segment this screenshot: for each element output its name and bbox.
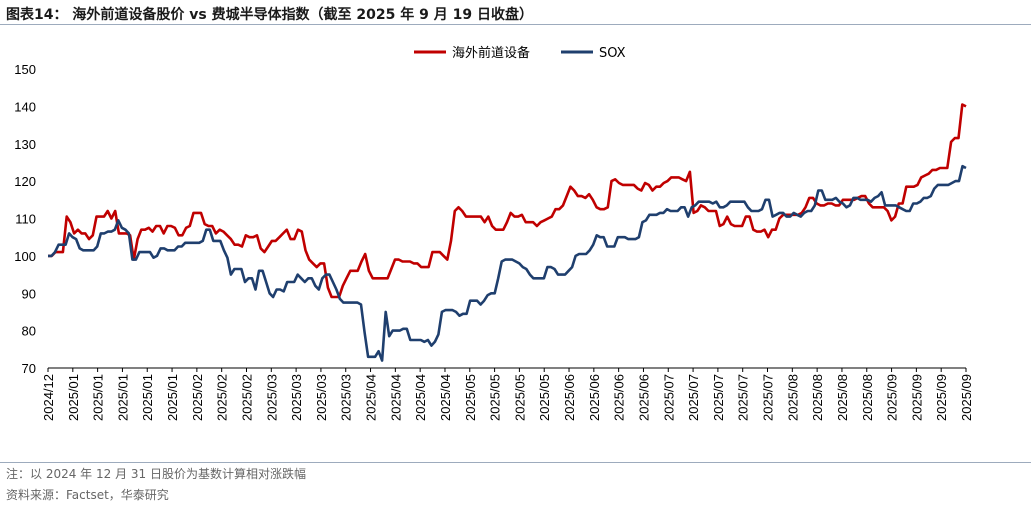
legend-label: 海外前道设备 xyxy=(452,45,530,61)
y-tick-label: 90 xyxy=(22,286,36,301)
x-tick-label: 2025/08 xyxy=(835,374,850,421)
legend-item-sox: SOX xyxy=(561,46,626,61)
x-tick-label: 2025/02 xyxy=(215,374,230,421)
x-axis-ticks: 2024/12 2025/01 2025/01 2025/01 2025/01 2025/… xyxy=(41,368,974,421)
x-tick-label: 2025/07 xyxy=(711,374,726,421)
x-tick-label: 2025/08 xyxy=(860,374,875,421)
x-tick-label: 2025/01 xyxy=(115,374,130,421)
chart-note: 注：以 2024 年 12 月 31 日股价为基数计算相对涨跌幅 xyxy=(6,467,306,481)
x-tick-label: 2025/03 xyxy=(314,374,329,421)
x-tick-label: 2025/09 xyxy=(934,374,949,421)
y-tick-label: 120 xyxy=(14,174,36,189)
x-tick-label: 2025/06 xyxy=(636,374,651,421)
x-tick-label: 2025/07 xyxy=(661,374,676,421)
x-tick-label: 2025/08 xyxy=(810,374,825,421)
x-tick-label: 2025/07 xyxy=(736,374,751,421)
x-tick-label: 2025/01 xyxy=(66,374,81,421)
x-tick-label: 2025/04 xyxy=(388,374,403,421)
x-tick-label: 2025/08 xyxy=(785,374,800,421)
x-tick-label: 2025/02 xyxy=(190,374,205,421)
x-tick-label: 2025/01 xyxy=(91,374,106,421)
x-tick-label: 2025/07 xyxy=(686,374,701,421)
x-tick-label: 2025/01 xyxy=(165,374,180,421)
x-tick-label: 2025/09 xyxy=(885,374,900,421)
x-tick-label: 2025/04 xyxy=(364,374,379,421)
x-tick-label: 2025/05 xyxy=(512,374,527,421)
x-tick-label: 2025/09 xyxy=(959,374,974,421)
x-tick-label: 2025/06 xyxy=(612,374,627,421)
chart-title: 图表14： 海外前道设备股价 vs 费城半导体指数（截至 2025 年 9 月 … xyxy=(6,7,533,23)
x-tick-label: 2025/03 xyxy=(339,374,354,421)
series-lines xyxy=(48,103,967,362)
x-tick-label: 2025/01 xyxy=(140,374,155,421)
y-tick-label: 110 xyxy=(15,212,36,227)
x-tick-label: 2025/05 xyxy=(488,374,503,421)
x-tick-label: 2025/05 xyxy=(463,374,478,421)
legend-label: SOX xyxy=(599,46,626,61)
y-tick-label: 70 xyxy=(22,361,36,376)
x-tick-label: 2025/05 xyxy=(537,374,552,421)
y-tick-label: 150 xyxy=(14,62,36,77)
x-tick-label: 2025/09 xyxy=(909,374,924,421)
footer-divider xyxy=(0,462,1031,463)
x-tick-label: 2025/03 xyxy=(289,374,304,421)
x-tick-label: 2025/04 xyxy=(413,374,428,421)
x-tick-label: 2025/04 xyxy=(438,374,453,421)
y-tick-label: 80 xyxy=(22,324,36,339)
title-divider xyxy=(0,24,1031,25)
legend: 海外前道设备 SOX xyxy=(414,45,626,61)
x-tick-label: 2025/06 xyxy=(587,374,602,421)
y-tick-label: 140 xyxy=(14,99,36,114)
x-tick-label: 2025/03 xyxy=(264,374,279,421)
series-line-equipment xyxy=(48,103,967,299)
y-tick-label: 130 xyxy=(14,137,36,152)
y-tick-label: 100 xyxy=(14,249,36,264)
x-tick-label: 2025/06 xyxy=(562,374,577,421)
legend-item-equipment: 海外前道设备 xyxy=(414,45,530,61)
x-tick-label: 2024/12 xyxy=(41,374,56,421)
chart-source: 资料来源：Factset，华泰研究 xyxy=(6,488,169,502)
series-line-sox xyxy=(48,164,967,362)
x-tick-label: 2025/07 xyxy=(761,374,776,421)
y-axis-ticks: 70 80 90 100 110 120 130 140 150 xyxy=(14,62,36,376)
x-tick-label: 2025/02 xyxy=(239,374,254,421)
